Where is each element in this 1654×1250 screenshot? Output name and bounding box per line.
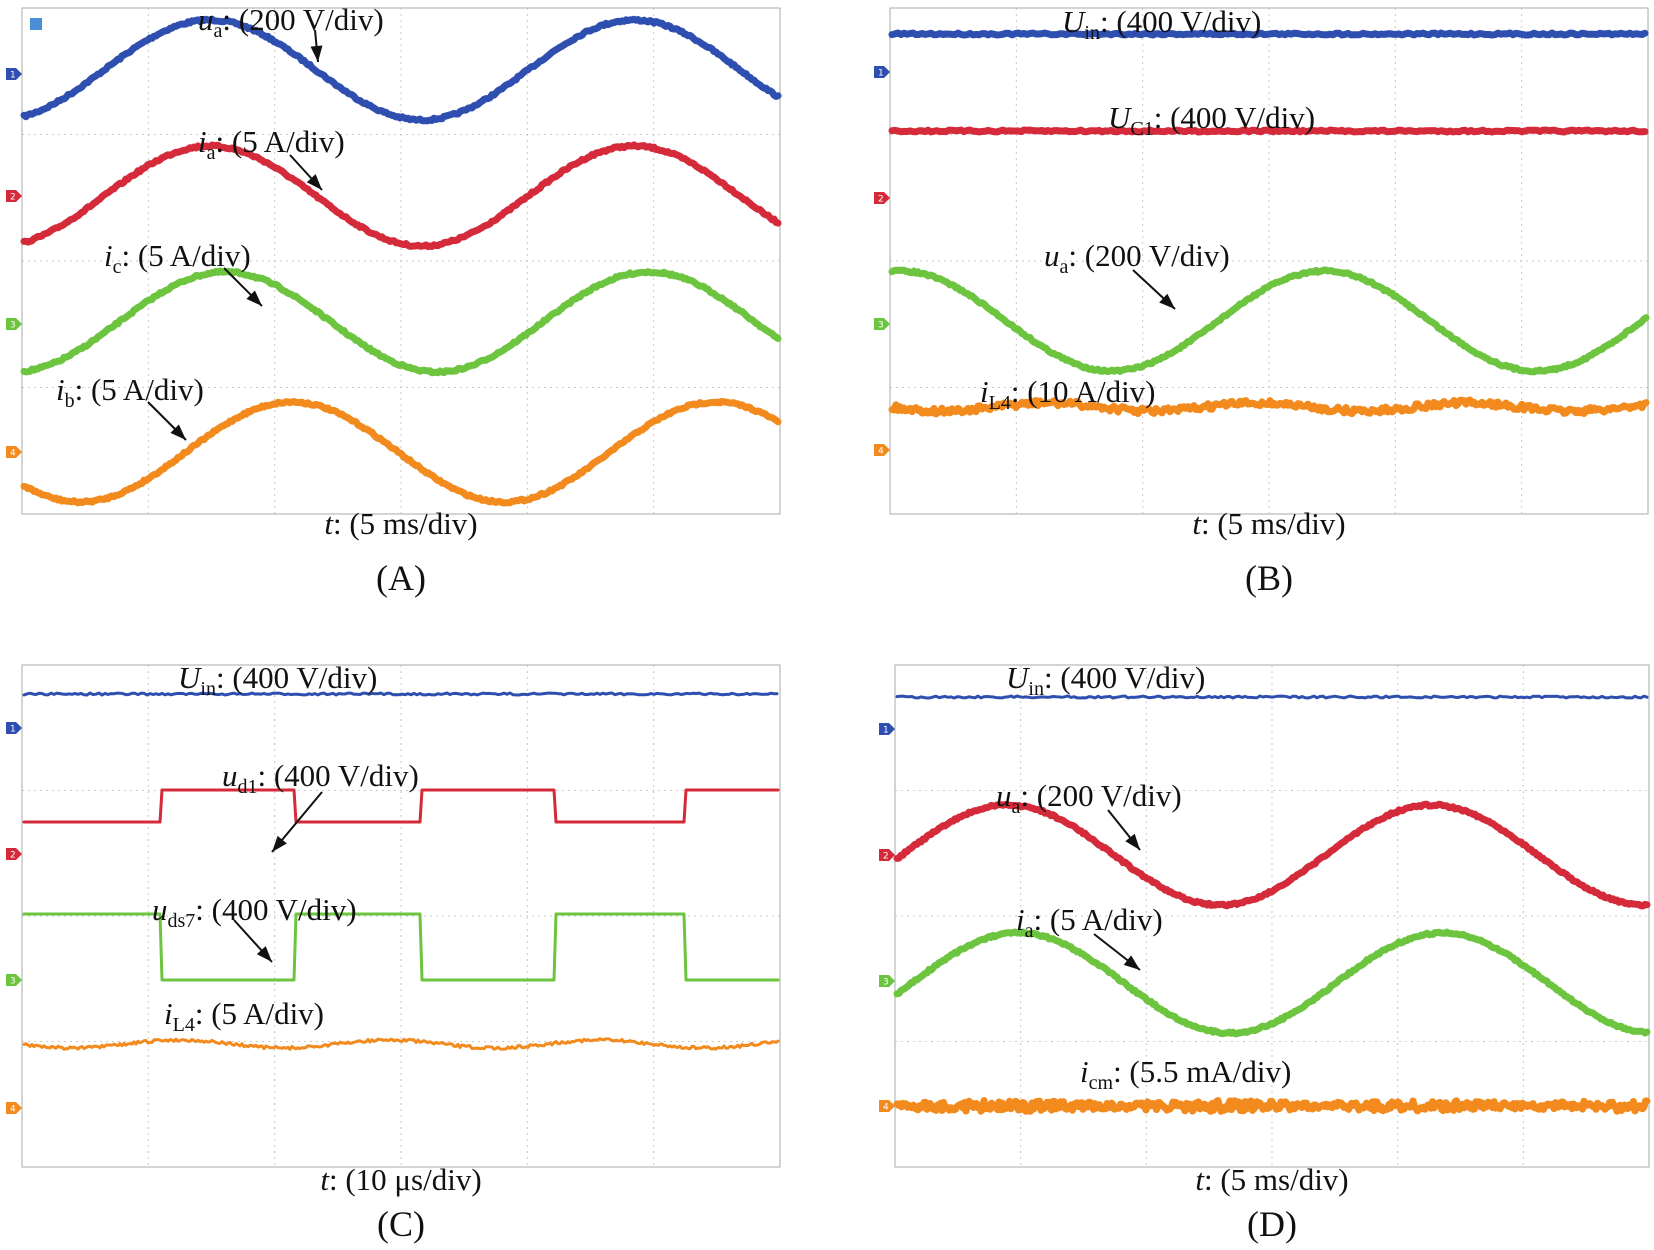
trace-label-ch3: uds7: (400 V/div) [152, 892, 357, 932]
trace-ch2 [893, 800, 1651, 910]
channel-marker-2: 2 [874, 192, 890, 205]
svg-text:3: 3 [10, 977, 16, 987]
svg-text:3: 3 [10, 321, 16, 331]
grid-D [895, 665, 1649, 1167]
trace-ch2 [888, 126, 1649, 136]
channel-marker-4: 4 [6, 446, 22, 459]
arrowhead-D2 [1125, 833, 1140, 850]
panel-label: (C) [377, 1204, 425, 1244]
channel-marker-4: 4 [6, 1102, 22, 1115]
svg-text:1: 1 [10, 725, 16, 735]
channel-marker-1: 1 [6, 68, 22, 81]
trace-label-ch4: iL4: (10 A/div) [980, 374, 1156, 414]
svg-text:2: 2 [10, 193, 16, 203]
channel-marker-4: 4 [874, 444, 890, 457]
plot-frame-A [21, 7, 781, 515]
arrowhead-C3 [256, 946, 272, 962]
svg-text:2: 2 [883, 852, 889, 862]
trace-ch3 [22, 912, 780, 982]
channel-marker-3: 3 [879, 975, 895, 988]
channel-marker-1: 1 [879, 723, 895, 736]
svg-text:4: 4 [10, 1105, 16, 1115]
trace-label-ch3: ua: (200 V/div) [1044, 238, 1230, 278]
channel-marker-3: 3 [874, 318, 890, 331]
arrowhead-C2 [272, 835, 287, 852]
plot-frame-D [894, 664, 1650, 1168]
channel-marker-4: 4 [879, 1100, 895, 1113]
svg-text:1: 1 [10, 71, 16, 81]
trace-label-ch1: Uin: (400 V/div) [1062, 4, 1261, 44]
panel-label: (B) [1245, 558, 1293, 598]
trace-ch4 [893, 1097, 1651, 1115]
trace-ch3 [888, 266, 1650, 376]
svg-text:3: 3 [878, 321, 884, 331]
plot-frame-C [21, 664, 781, 1168]
trace-ch3 [893, 928, 1651, 1038]
channel-marker-2: 2 [6, 190, 22, 203]
channel-marker-1: 1 [874, 66, 890, 79]
trace-label-ch4: iL4: (5 A/div) [164, 996, 324, 1036]
trace-ch1 [888, 29, 1649, 39]
trace-ch1 [20, 15, 782, 125]
arrowhead-D3 [1123, 955, 1140, 970]
channel-marker-1: 1 [6, 722, 22, 735]
panel-label: (A) [376, 558, 426, 598]
panel-label: (D) [1247, 1204, 1297, 1244]
trace-ch4 [20, 397, 782, 507]
grid-A [22, 8, 780, 514]
arrowhead-B3 [1159, 293, 1175, 309]
trace-label-ch2: ud1: (400 V/div) [222, 758, 419, 798]
trace-label-ch3: ic: (5 A/div) [104, 238, 251, 278]
grid-C [22, 665, 780, 1167]
trace-label-ch2: ua: (200 V/div) [996, 778, 1182, 818]
channel-marker-3: 3 [6, 974, 22, 987]
svg-text:4: 4 [10, 449, 16, 459]
trace-ch2 [20, 141, 782, 251]
svg-text:1: 1 [883, 726, 889, 736]
svg-text:4: 4 [878, 447, 884, 457]
svg-text:2: 2 [10, 851, 16, 861]
grid-B [890, 8, 1648, 514]
trace-label-ch3: ia: (5 A/div) [1016, 902, 1163, 942]
x-axis-label: t: (10 μs/div) [320, 1162, 481, 1197]
x-axis-label: t: (5 ms/div) [1195, 1162, 1348, 1197]
channel-marker-2: 2 [6, 848, 22, 861]
arrowhead-A4 [170, 424, 186, 440]
trace-ch4 [888, 396, 1650, 418]
x-axis-label: t: (5 ms/div) [324, 506, 477, 541]
channel-marker-2: 2 [879, 849, 895, 862]
plot-frame-B [889, 7, 1649, 515]
trace-label-ch2: UC1: (400 V/div) [1108, 100, 1315, 140]
trace-ch1 [895, 694, 1649, 700]
trace-label-ch4: icm: (5.5 mA/div) [1080, 1054, 1291, 1094]
svg-text:3: 3 [883, 978, 889, 988]
trace-label-ch1: Uin: (400 V/div) [178, 660, 377, 700]
trace-ch1 [22, 691, 779, 697]
svg-text:4: 4 [883, 1103, 889, 1113]
svg-text:1: 1 [878, 69, 884, 79]
trace-label-ch2: ia: (5 A/div) [198, 124, 345, 164]
trigger-icon [30, 18, 42, 30]
trace-label-ch1: Uin: (400 V/div) [1006, 660, 1205, 700]
svg-text:2: 2 [878, 195, 884, 205]
trace-label-ch4: ib: (5 A/div) [56, 372, 204, 412]
arrowhead-A3 [246, 290, 262, 306]
arrowhead-A2 [306, 174, 322, 190]
arrowhead-A1 [310, 45, 323, 62]
trace-ch3 [20, 267, 782, 377]
x-axis-label: t: (5 ms/div) [1192, 506, 1345, 541]
channel-marker-3: 3 [6, 318, 22, 331]
trace-ch2 [22, 788, 780, 824]
trace-label-ch1: ua: (200 V/div) [198, 2, 384, 42]
trace-ch4 [22, 1037, 780, 1051]
